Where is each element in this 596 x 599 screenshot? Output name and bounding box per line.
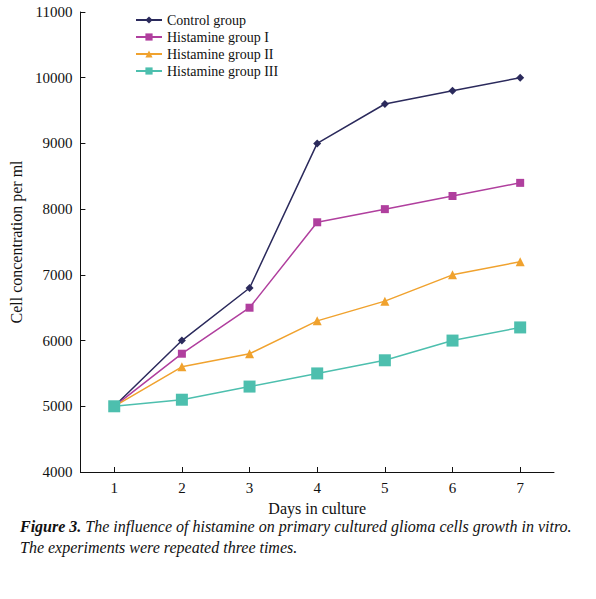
svg-text:Days in culture: Days in culture bbox=[268, 500, 366, 518]
svg-text:6000: 6000 bbox=[42, 333, 72, 349]
svg-text:9000: 9000 bbox=[42, 135, 72, 151]
svg-text:2: 2 bbox=[178, 480, 186, 496]
html-text:Figure 3. The influence of his: Figure 3. The influence of histamine on … bbox=[20, 518, 572, 556]
svg-text:Histamine group I: Histamine group I bbox=[167, 30, 269, 45]
svg-text:Histamine group III: Histamine group III bbox=[167, 64, 279, 79]
svg-text:3: 3 bbox=[246, 480, 254, 496]
svg-text:Control group: Control group bbox=[167, 13, 246, 28]
svg-text:10000: 10000 bbox=[35, 70, 73, 86]
svg-text:Cell concentration per ml: Cell concentration per ml bbox=[8, 160, 26, 324]
svg-text:5000: 5000 bbox=[42, 398, 72, 414]
svg-text:4: 4 bbox=[313, 480, 321, 496]
svg-text:6: 6 bbox=[449, 480, 457, 496]
svg-text:7: 7 bbox=[516, 480, 524, 496]
svg-text:4000: 4000 bbox=[42, 464, 72, 480]
svg-text:Histamine group II: Histamine group II bbox=[167, 47, 274, 62]
svg-text:8000: 8000 bbox=[42, 201, 72, 217]
svg-text:1: 1 bbox=[110, 480, 118, 496]
svg-text:7000: 7000 bbox=[42, 267, 72, 283]
svg-text:11000: 11000 bbox=[35, 4, 72, 20]
svg-text:5: 5 bbox=[381, 480, 389, 496]
